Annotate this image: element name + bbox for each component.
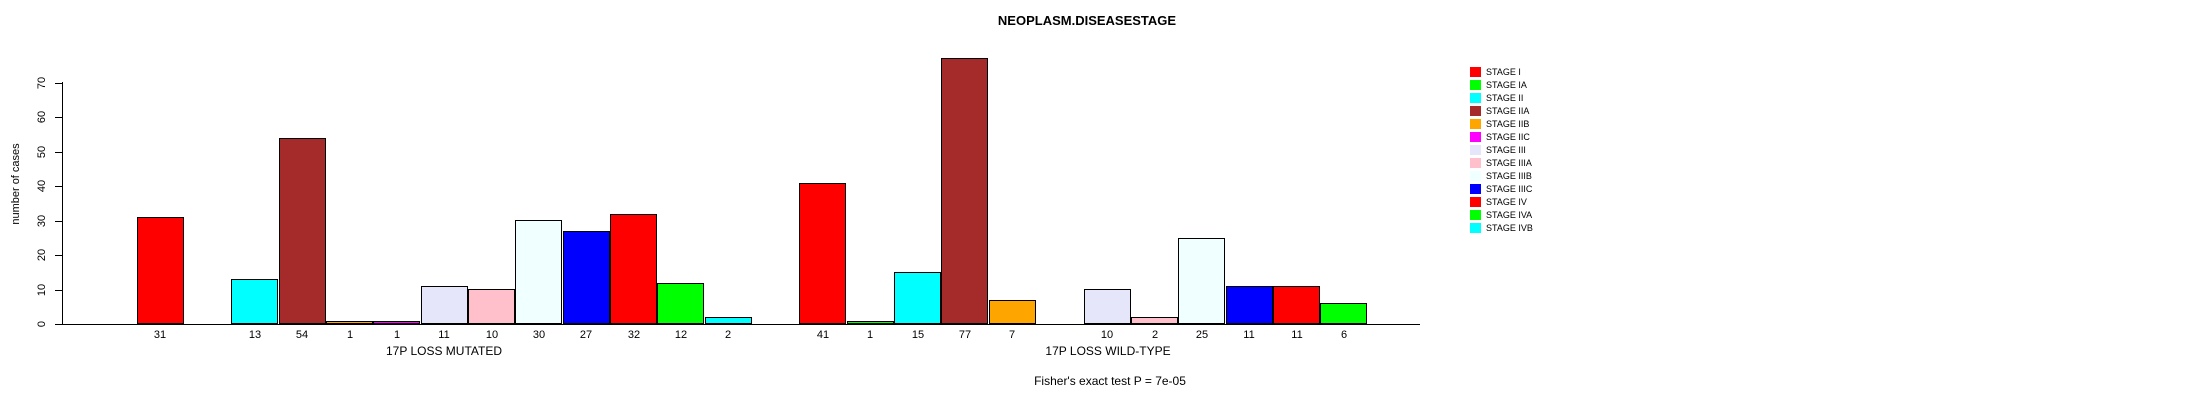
legend-label: STAGE IVA bbox=[1486, 210, 1533, 220]
legend-swatch-stage-iia bbox=[1470, 106, 1481, 116]
legend-label: STAGE IVB bbox=[1486, 223, 1533, 233]
legend-label: STAGE IIA bbox=[1486, 106, 1530, 116]
legend-swatch-stage-ivb bbox=[1470, 223, 1481, 233]
legend-label: STAGE III bbox=[1486, 145, 1526, 155]
bar-stage-iia bbox=[941, 58, 988, 324]
y-tick-label: 10 bbox=[36, 283, 48, 297]
legend-swatch-stage-iiib bbox=[1470, 171, 1481, 181]
y-axis-tick bbox=[55, 255, 62, 256]
y-axis-tick bbox=[55, 83, 62, 84]
chart-title: NEOPLASM.DISEASESTAGE bbox=[997, 13, 1177, 28]
bar-stage-iiic bbox=[563, 231, 610, 324]
group-label-wild-type: 17P LOSS WILD-TYPE bbox=[1045, 344, 1171, 358]
bar-stage-iia bbox=[279, 138, 326, 324]
bar-stage-iva bbox=[657, 283, 704, 324]
bar-value-label: 32 bbox=[627, 329, 641, 341]
bar-value-label: 10 bbox=[485, 329, 499, 341]
bar-stage-i bbox=[799, 183, 846, 324]
y-tick-label: 40 bbox=[36, 179, 48, 193]
bar-stage-iii bbox=[421, 286, 468, 324]
bar-value-label: 15 bbox=[911, 329, 925, 341]
y-tick-label: 20 bbox=[36, 248, 48, 262]
bar-stage-iv bbox=[610, 214, 657, 324]
x-axis-line bbox=[62, 324, 1420, 325]
legend-label: STAGE IA bbox=[1486, 80, 1527, 90]
bar-value-label: 30 bbox=[532, 329, 546, 341]
bar-stage-iva bbox=[1320, 303, 1367, 324]
bar-value-label: 2 bbox=[724, 329, 732, 341]
bar-value-label: 41 bbox=[816, 329, 830, 341]
legend-label: STAGE II bbox=[1486, 93, 1524, 103]
bar-stage-iib bbox=[989, 300, 1036, 324]
bar-stage-ii bbox=[231, 279, 278, 324]
legend-label: STAGE I bbox=[1486, 67, 1521, 77]
legend-swatch-stage-iii bbox=[1470, 145, 1481, 155]
bar-value-label: 10 bbox=[1100, 329, 1114, 341]
legend-label: STAGE IIC bbox=[1486, 132, 1530, 142]
bar-stage-iiic bbox=[1226, 286, 1273, 324]
y-axis-tick bbox=[55, 152, 62, 153]
bar-value-label: 27 bbox=[579, 329, 593, 341]
y-axis-tick bbox=[55, 117, 62, 118]
y-axis-tick bbox=[55, 290, 62, 291]
legend-label: STAGE IV bbox=[1486, 197, 1527, 207]
bar-value-label: 11 bbox=[1291, 329, 1303, 341]
bar-stage-iv bbox=[1273, 286, 1320, 324]
y-tick-label: 70 bbox=[36, 76, 48, 90]
legend-label: STAGE IIB bbox=[1486, 119, 1530, 129]
bar-value-label: 11 bbox=[1243, 329, 1255, 341]
y-tick-label: 50 bbox=[36, 145, 48, 159]
y-axis-tick bbox=[55, 324, 62, 325]
bar-stage-iii bbox=[1084, 289, 1131, 324]
legend-swatch-stage-ia bbox=[1470, 80, 1481, 90]
legend-label: STAGE IIIC bbox=[1486, 184, 1533, 194]
legend-label: STAGE IIIB bbox=[1486, 171, 1532, 181]
group-label-mutated: 17P LOSS MUTATED bbox=[385, 344, 503, 358]
legend-swatch-stage-i bbox=[1470, 67, 1481, 77]
bar-stage-iib bbox=[326, 321, 373, 324]
y-axis-tick bbox=[55, 221, 62, 222]
bar-stage-i bbox=[137, 217, 184, 324]
legend-swatch-stage-iv bbox=[1470, 197, 1481, 207]
legend-swatch-stage-iva bbox=[1470, 210, 1481, 220]
y-tick-label: 30 bbox=[36, 214, 48, 228]
legend-swatch-stage-iib bbox=[1470, 119, 1481, 129]
bar-value-label: 31 bbox=[153, 329, 167, 341]
bar-value-label: 11 bbox=[438, 329, 450, 341]
legend-swatch-stage-iic bbox=[1470, 132, 1481, 142]
legend-label: STAGE IIIA bbox=[1486, 158, 1532, 168]
y-axis-title: number of cases bbox=[10, 143, 22, 225]
bar-stage-iiib bbox=[515, 220, 562, 324]
bar-stage-ii bbox=[894, 272, 941, 324]
bar-stage-ia bbox=[847, 321, 894, 324]
bar-value-label: 54 bbox=[295, 329, 309, 341]
y-tick-label: 0 bbox=[36, 320, 48, 328]
bar-value-label: 1 bbox=[866, 329, 874, 341]
bar-value-label: 77 bbox=[958, 329, 972, 341]
bar-value-label: 25 bbox=[1195, 329, 1209, 341]
legend-swatch-stage-ii bbox=[1470, 93, 1481, 103]
bar-stage-iic bbox=[373, 321, 420, 324]
fisher-test-annotation: Fisher's exact test P = 7e-05 bbox=[1034, 374, 1186, 388]
legend-swatch-stage-iiic bbox=[1470, 184, 1481, 194]
bar-value-label: 13 bbox=[248, 329, 262, 341]
bar-stage-iiia bbox=[468, 289, 515, 324]
bar-stage-ivb bbox=[705, 317, 752, 324]
y-axis-tick bbox=[55, 186, 62, 187]
y-axis-line bbox=[62, 82, 63, 325]
bar-value-label: 1 bbox=[393, 329, 401, 341]
bar-value-label: 6 bbox=[1340, 329, 1348, 341]
bar-value-label: 7 bbox=[1008, 329, 1016, 341]
legend-swatch-stage-iiia bbox=[1470, 158, 1481, 168]
bar-value-label: 1 bbox=[346, 329, 354, 341]
bar-value-label: 2 bbox=[1151, 329, 1159, 341]
bar-value-label: 12 bbox=[674, 329, 688, 341]
y-tick-label: 60 bbox=[36, 110, 48, 124]
bar-stage-iiib bbox=[1178, 238, 1225, 324]
bar-stage-iiia bbox=[1131, 317, 1178, 324]
